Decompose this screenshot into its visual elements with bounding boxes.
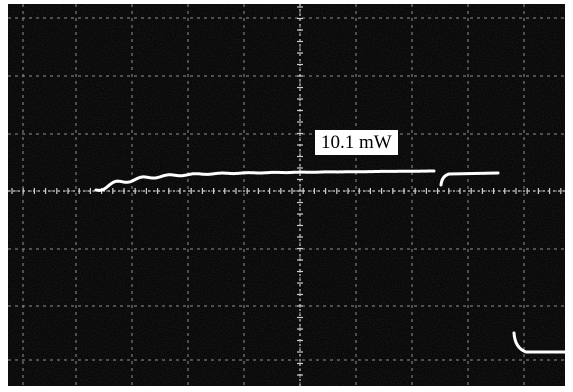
- film-grain: [8, 4, 565, 386]
- step-trace: [512, 331, 565, 354]
- graticule-grid: [8, 4, 565, 386]
- power-label: 10.1 mW: [315, 130, 398, 155]
- second-trace: [439, 171, 500, 187]
- scope-graphic: [8, 4, 565, 386]
- oscilloscope-screen: 10.1 mW: [8, 4, 565, 386]
- main-trace: [94, 169, 436, 192]
- signal-traces: [94, 169, 565, 354]
